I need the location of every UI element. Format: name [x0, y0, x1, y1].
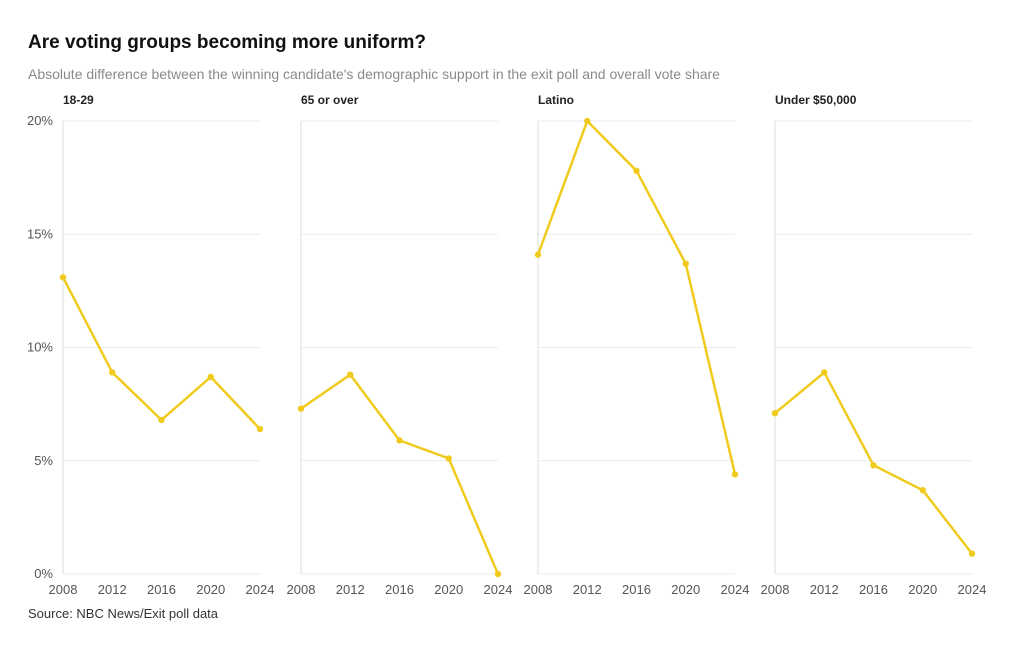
y-tick-label: 5%: [34, 453, 53, 468]
data-point: [207, 373, 214, 381]
source-note: Source: NBC News/Exit poll data: [28, 606, 219, 621]
data-point: [584, 117, 591, 125]
data-point: [968, 550, 976, 557]
data-point: [682, 260, 689, 267]
data-point: [297, 405, 305, 412]
panel-title: 18-29: [63, 93, 94, 107]
x-tick-label: 2012: [98, 582, 127, 597]
x-tick-label: 2012: [573, 582, 602, 597]
x-tick-label: 2012: [336, 582, 365, 597]
panel-title: Latino: [538, 93, 574, 107]
data-point: [771, 409, 779, 417]
data-point: [347, 371, 354, 378]
x-tick-label: 2024: [721, 582, 750, 597]
x-tick-label: 2020: [671, 582, 700, 597]
x-tick-label: 2016: [147, 582, 176, 597]
data-point: [731, 471, 739, 478]
data-point: [919, 486, 926, 494]
data-point: [158, 416, 165, 424]
x-tick-label: 2016: [385, 582, 414, 597]
data-point: [870, 462, 877, 469]
panel-title: Under $50,000: [775, 93, 857, 107]
data-point: [256, 425, 264, 433]
x-tick-label: 2008: [287, 582, 316, 597]
data-point: [445, 455, 452, 462]
x-tick-label: 2024: [484, 582, 513, 597]
x-tick-label: 2020: [434, 582, 463, 597]
x-tick-label: 2020: [196, 582, 225, 597]
series-line: [61, 276, 262, 431]
chart-title: Are voting groups becoming more uniform?: [28, 32, 426, 53]
data-point: [821, 369, 828, 376]
small-multiples-chart: 0% 5% 10% 15% 20% 18-29 2008 2012 2016 2020 2024 65…: [27, 93, 987, 597]
data-point: [633, 167, 640, 175]
y-tick-label: 15%: [27, 226, 53, 241]
y-tick-label: 0%: [34, 566, 53, 581]
x-tick-label: 2024: [958, 582, 987, 597]
x-tick-label: 2016: [622, 582, 651, 597]
series-line: [299, 373, 500, 576]
data-point: [534, 251, 542, 258]
data-point: [494, 570, 502, 578]
x-tick-label: 2008: [524, 582, 553, 597]
data-point: [109, 369, 116, 376]
x-tick-label: 2020: [908, 582, 937, 597]
data-point: [396, 437, 403, 444]
data-point: [59, 274, 67, 281]
chart-subtitle: Absolute difference between the winning …: [28, 66, 720, 82]
x-tick-label: 2008: [761, 582, 790, 597]
x-tick-label: 2024: [246, 582, 275, 597]
x-tick-label: 2016: [859, 582, 888, 597]
y-tick-label: 10%: [27, 340, 53, 355]
x-tick-label: 2012: [810, 582, 839, 597]
panel-title: 65 or over: [301, 93, 359, 107]
x-tick-label: 2008: [49, 582, 78, 597]
y-tick-label: 20%: [27, 113, 53, 128]
